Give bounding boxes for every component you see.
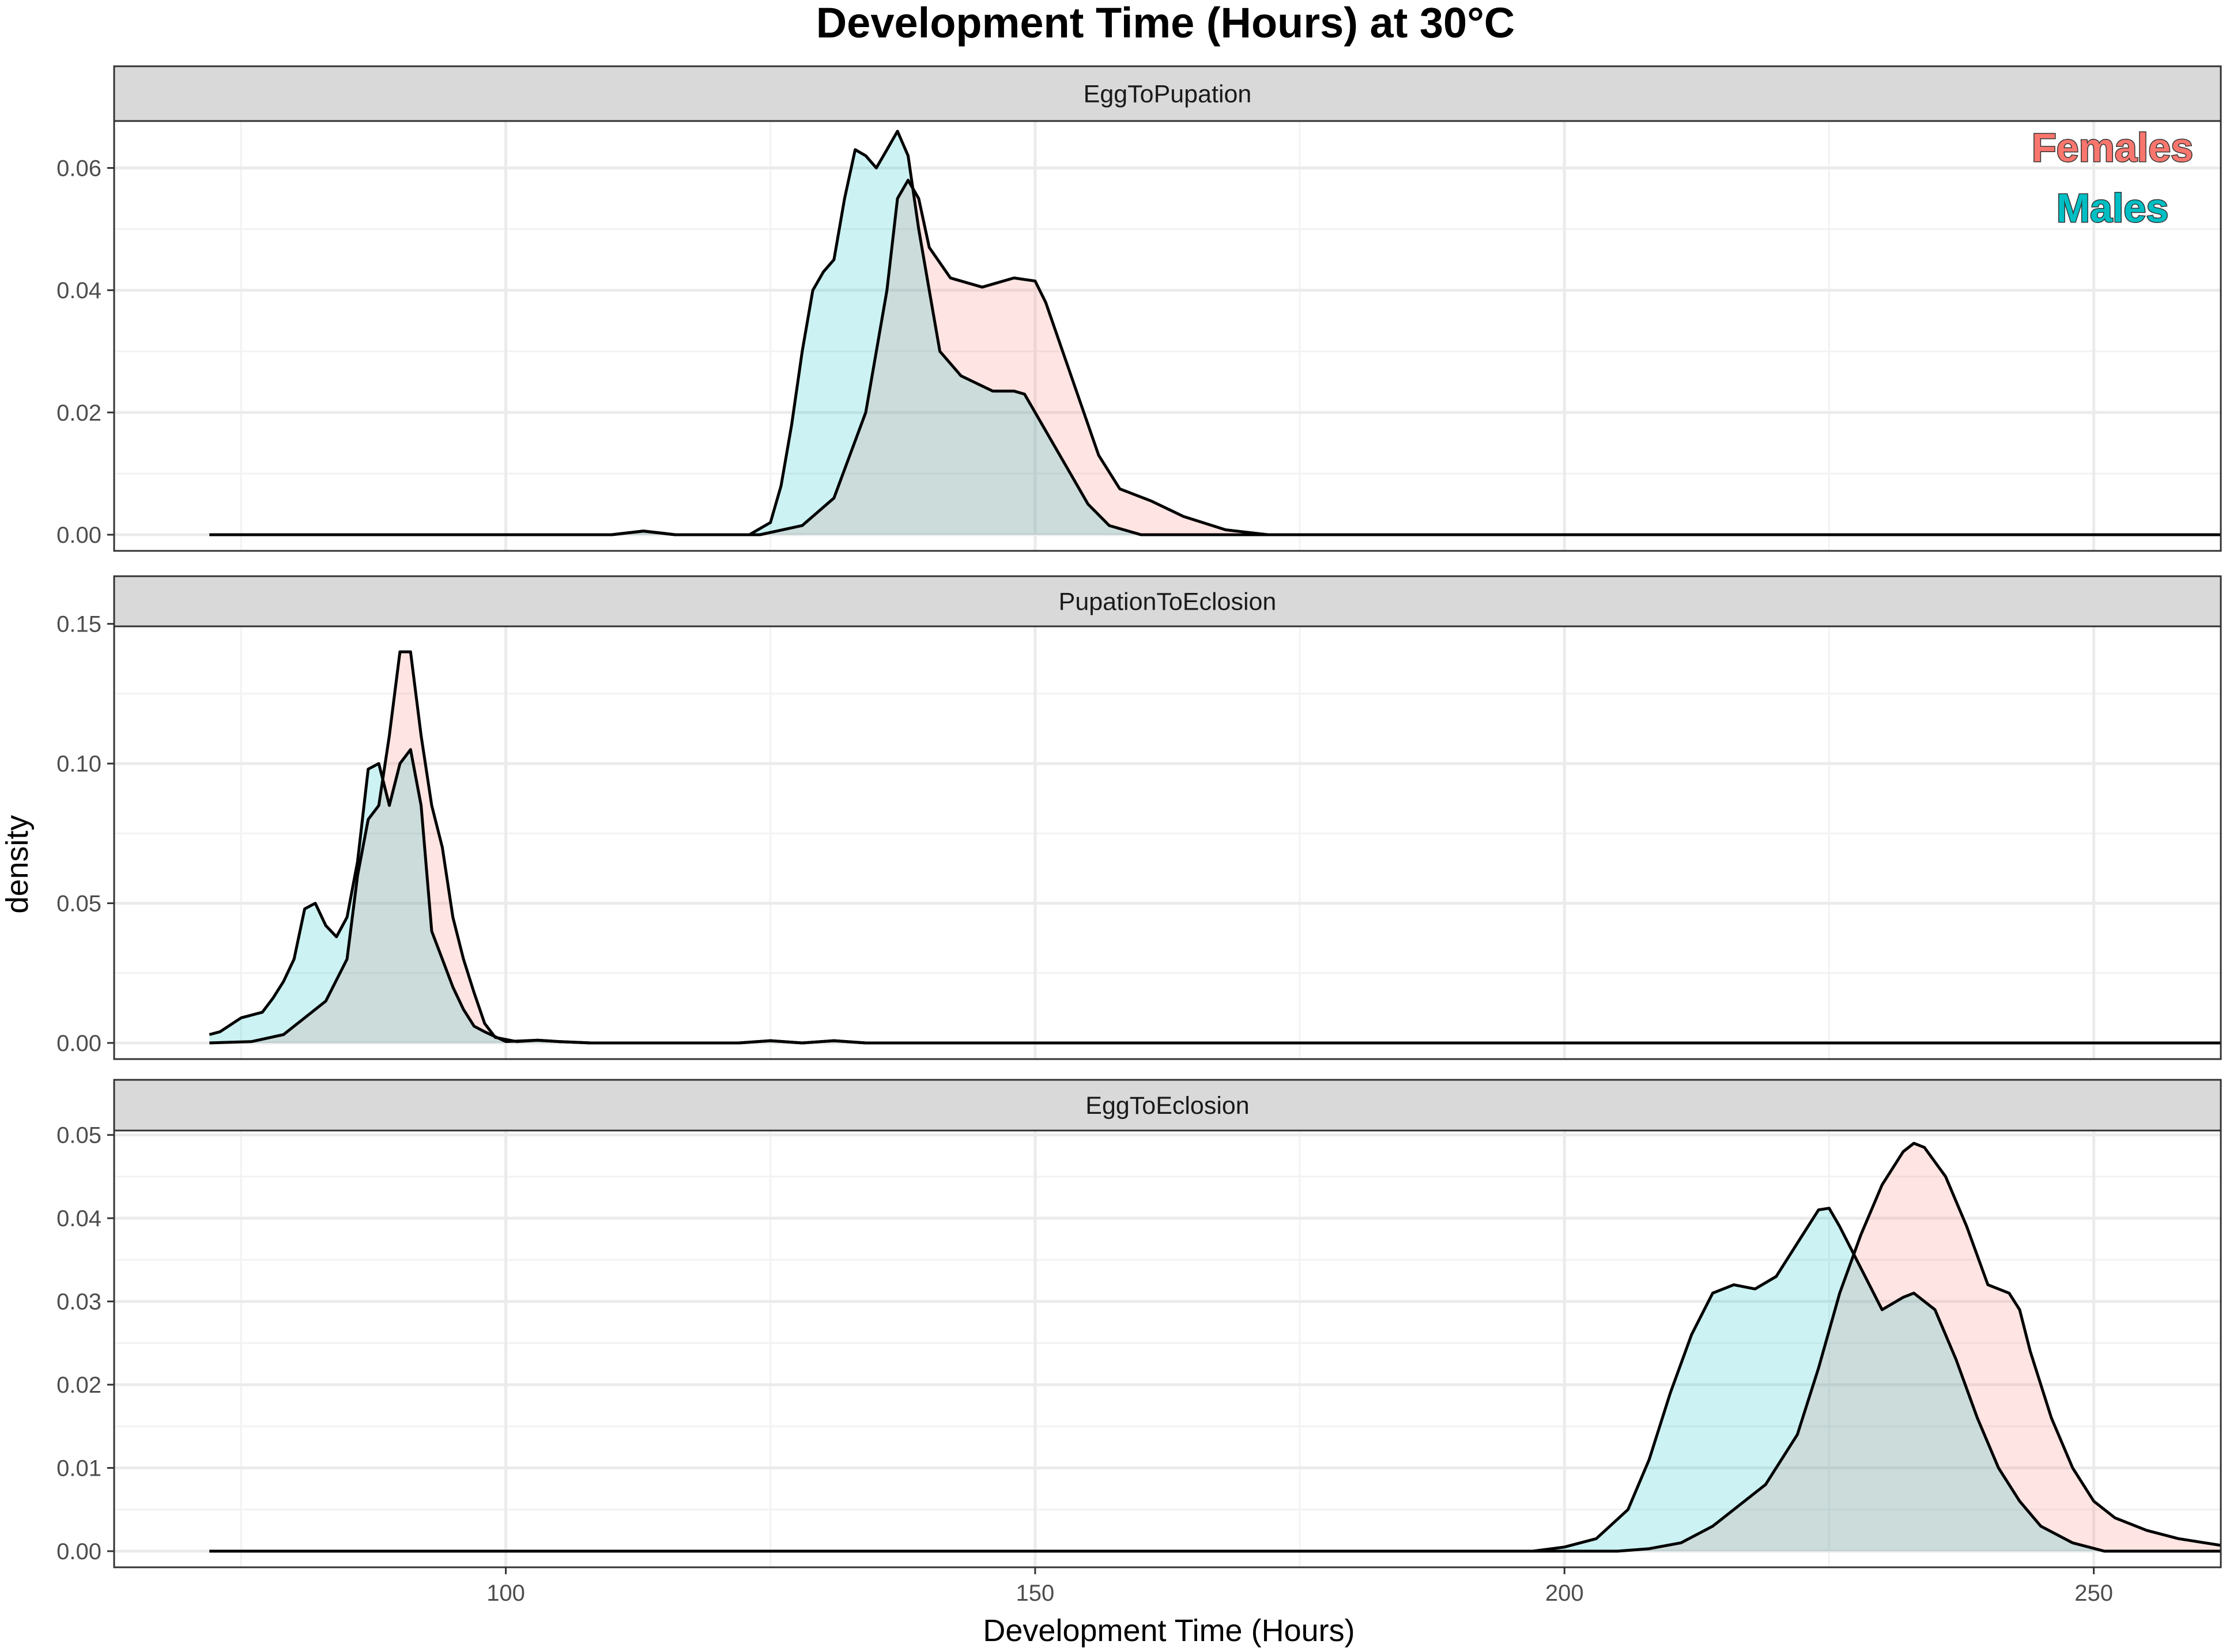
density-line-males <box>209 130 2221 536</box>
y-tick-label: 0.04 <box>56 1206 101 1231</box>
y-tick-label: 0.00 <box>56 1031 101 1056</box>
density-line-females <box>209 1141 2221 1553</box>
density-areas <box>209 650 2221 1045</box>
facet-panel-eggtoeclosion: EggToEclosion 0.00 0.01 0.02 0.03 0.04 0.05 <box>56 1079 2222 1568</box>
legend-label-females: Females <box>2032 125 2193 170</box>
strip-label: PupationToEclosion <box>1059 588 1277 616</box>
strip-background <box>113 575 2222 627</box>
chart-title: Development Time (Hours) at 30°C <box>816 0 1515 47</box>
y-tick-label: 0.00 <box>56 523 101 548</box>
legend-label-males: Males <box>2057 186 2169 230</box>
density-area-females <box>209 652 2221 1043</box>
panel-background <box>114 121 2221 551</box>
density-area-males <box>209 1208 2221 1551</box>
x-tick-label: 250 <box>2074 1581 2113 1606</box>
strip-label: EggToPupation <box>1084 81 1252 108</box>
y-tick-label: 0.06 <box>56 156 101 181</box>
strip-background <box>113 65 2222 122</box>
density-area-males <box>209 749 2221 1043</box>
y-tick-label: 0.02 <box>56 400 101 426</box>
density-areas <box>209 130 2221 536</box>
x-axis-title: Development Time (Hours) <box>983 1613 1355 1648</box>
y-tick-label: 0.15 <box>56 612 101 637</box>
facet-panel-eggtopupation: EggToPupation 0.00 0.02 0.04 0.06 <box>56 65 2222 552</box>
density-area-females <box>209 1143 2221 1551</box>
density-line-males <box>209 1207 2221 1553</box>
x-axis: 100 150 200 250 <box>486 1567 2113 1606</box>
y-tick-label: 0.00 <box>56 1539 101 1564</box>
facet-panel-pupationtoeclosion: PupationToEclosion 0.00 0.05 0.10 0.15 <box>56 575 2222 1060</box>
y-tick-label: 0.05 <box>56 1123 101 1148</box>
x-tick-label: 200 <box>1545 1581 1584 1606</box>
density-line-females <box>209 179 2221 536</box>
facet-panels: EggToPupation 0.00 0.02 0.04 0.06 PupationToE… <box>56 65 2222 1568</box>
strip-label: EggToEclosion <box>1085 1092 1249 1120</box>
density-areas <box>209 1141 2221 1553</box>
legend: Females Males <box>2031 124 2194 232</box>
density-line-males <box>209 748 2221 1045</box>
y-tick-label: 0.03 <box>56 1290 101 1315</box>
y-axis-title: density <box>0 815 35 913</box>
x-tick-label: 100 <box>486 1581 525 1606</box>
y-tick-label: 0.04 <box>56 278 101 304</box>
y-tick-label: 0.10 <box>56 751 101 777</box>
panel-background <box>114 1131 2221 1567</box>
panel-background <box>114 626 2221 1059</box>
y-tick-label: 0.05 <box>56 891 101 917</box>
y-tick-label: 0.02 <box>56 1373 101 1398</box>
x-tick-label: 150 <box>1016 1581 1055 1606</box>
strip-background <box>113 1079 2222 1132</box>
y-tick-label: 0.01 <box>56 1456 101 1481</box>
